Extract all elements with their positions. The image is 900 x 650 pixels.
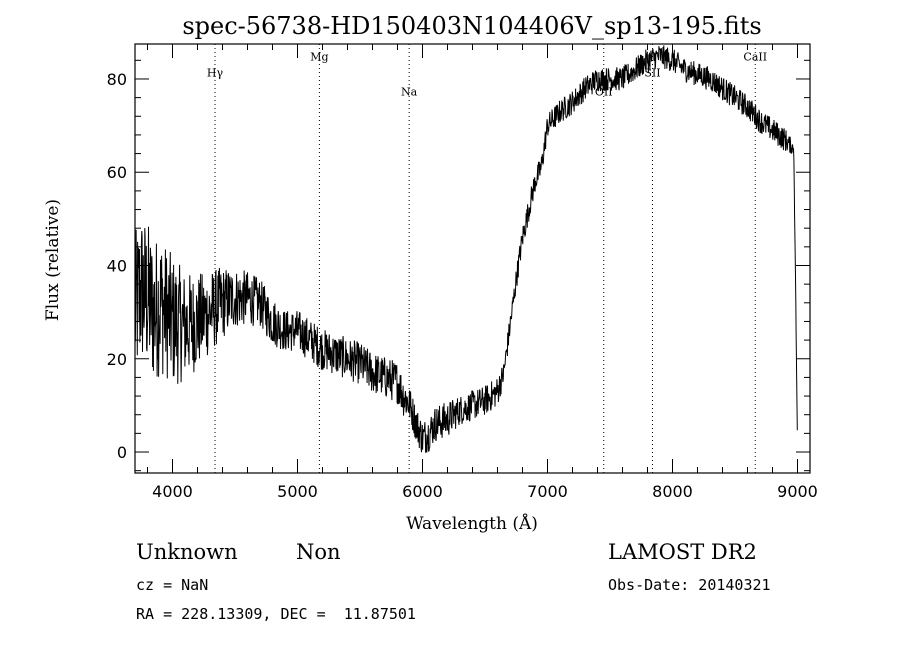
y-tick-label: 20 [107,350,127,369]
y-axis-label: Flux (relative) [43,199,63,321]
observation-date: Obs-Date: 20140321 [608,576,771,594]
redshift-text: cz = NaN [136,576,209,594]
survey-name: LAMOST DR2 [608,540,757,564]
spectral-line-label-5: CaII [743,50,767,63]
x-tick-label: 9000 [777,482,818,501]
x-axis-label: Wavelength (Å) [406,513,538,534]
axis-ticks [135,44,810,473]
spectrum-line [134,45,798,453]
spectral-line-label-0: Hγ [207,67,224,80]
x-tick-label: 5000 [277,482,318,501]
plot-frame [134,43,811,474]
object-subclass: Non [296,540,341,564]
y-tick-label: 60 [107,163,127,182]
spectral-line-label-1: Mg [310,50,328,63]
x-tick-label: 8000 [652,482,693,501]
x-tick-label: 4000 [152,482,193,501]
y-tick-label: 80 [107,70,127,89]
x-tick-label: 6000 [402,482,443,501]
y-tick-label: 40 [107,256,127,275]
coordinates-text: RA = 228.13309, DEC = 11.87501 [136,605,416,623]
x-tick-label: 7000 [527,482,568,501]
spectral-line-label-4: SII [644,67,660,80]
chart-title: spec-56738-HD150403N104406V_sp13-195.fit… [182,12,761,40]
y-tick-label: 0 [117,443,127,462]
spectral-line-label-2: Na [401,85,418,98]
object-class: Unknown [136,540,238,564]
axis-tick-labels: 4000 5000 6000 7000 8000 9000 0 20 40 60 80 [107,70,818,501]
